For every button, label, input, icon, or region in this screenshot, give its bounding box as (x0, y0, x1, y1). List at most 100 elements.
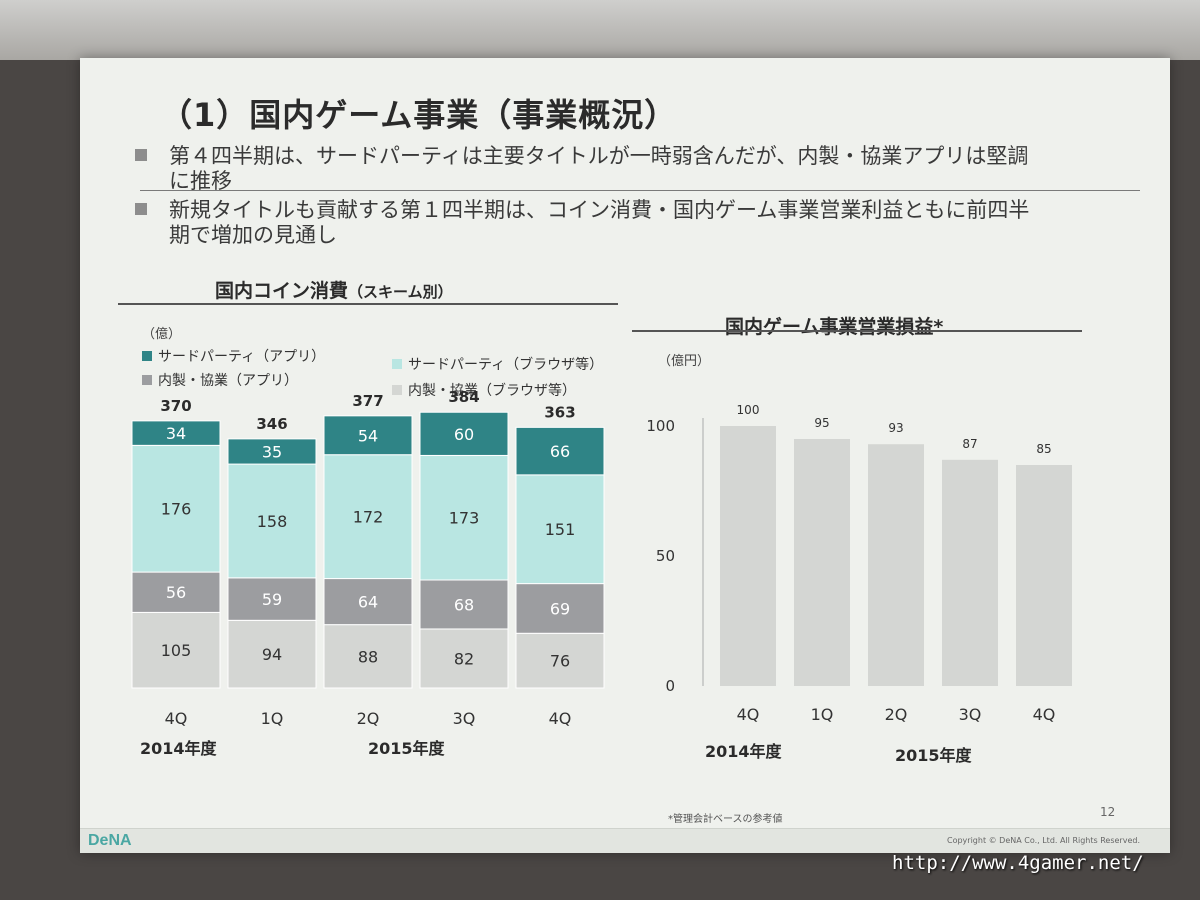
profit-bar-label: 87 (962, 437, 977, 451)
bar-segment (515, 474, 605, 585)
bar-total-label: 346 (256, 415, 287, 433)
bar-segment (419, 579, 509, 630)
dena-logo: DeNA (88, 832, 132, 849)
legend-label: 内製・協業（アプリ） (158, 373, 298, 389)
x-tick-label: 1Q (811, 705, 834, 724)
coin-year-label-2015: 2015年度 (368, 739, 445, 758)
x-tick-label: 4Q (549, 709, 572, 728)
bar-total-label: 363 (544, 403, 575, 421)
x-tick-label: 4Q (165, 709, 188, 728)
legend-item-inhouse-browser: 内製・協業（ブラウザ等） (392, 380, 576, 400)
bar-segment-label: 105 (161, 641, 192, 660)
legend-swatch (142, 351, 152, 361)
bar-segment (227, 438, 317, 465)
bar-segment (419, 454, 509, 581)
x-tick-label: 3Q (959, 705, 982, 724)
bar-segment (131, 611, 221, 689)
bar-segment (515, 426, 605, 476)
x-tick-label: 4Q (737, 705, 760, 724)
legend-label: サードパーティ（ブラウザ等） (408, 357, 604, 373)
legend-swatch (392, 359, 402, 369)
bar-segment (323, 578, 413, 626)
bullet-1: 第４四半期は、サードパーティは主要タイトルが一時弱含んだが、内製・協業アプリは堅… (135, 144, 1135, 194)
profit-chart-unit: （億円） (658, 354, 711, 369)
bar-segment-label: 76 (550, 652, 570, 671)
coin-chart-subtitle: （スキーム別） (348, 283, 453, 301)
page-number: 12 (1100, 805, 1116, 819)
operating-profit-chart: 0 50 100 100 4Q 95 1Q 93 2Q 87 3Q 85 4Q (646, 403, 1072, 724)
profit-year-label-2015: 2015年度 (895, 746, 972, 765)
legend-label: 内製・協業（ブラウザ等） (408, 383, 576, 399)
coin-chart-title: 国内コイン消費（スキーム別） (215, 276, 453, 303)
profit-chart-title: 国内ゲーム事業営業損益* (725, 316, 944, 338)
bar-segment (323, 415, 413, 456)
bar-segment-label: 54 (358, 426, 378, 445)
bar-segment (131, 444, 221, 573)
coin-chart-title-text: 国内コイン消費 (215, 280, 349, 302)
x-tick-label: 1Q (261, 709, 284, 728)
bullet-2-line1: 新規タイトルも貢献する第１四半期は、コイン消費・国内ゲーム事業営業利益ともに前四… (169, 198, 1030, 222)
legend-item-inhouse-app: 内製・協業（アプリ） (142, 370, 298, 390)
bar-segment-label: 82 (454, 649, 474, 668)
bar-segment (419, 628, 509, 689)
coin-chart-unit: （億） (142, 327, 182, 342)
bar-segment (515, 632, 605, 689)
legend-label: サードパーティ（アプリ） (158, 349, 326, 365)
x-tick-label: 2Q (357, 709, 380, 728)
bar-total-label: 370 (160, 397, 191, 415)
bar-segment (131, 420, 221, 446)
y-tick-label: 100 (646, 417, 675, 435)
bar-segment-label: 173 (449, 509, 480, 528)
bullet-square-icon (135, 203, 147, 215)
bar-segment (419, 411, 509, 456)
presentation-slide: （1）国内ゲーム事業（事業概況） 第４四半期は、サードパーティは主要タイトルが一… (80, 58, 1170, 853)
bar-segment (131, 571, 221, 613)
profit-bar (720, 426, 776, 686)
title-divider (140, 190, 1140, 191)
bullet-1-line2: に推移 (169, 169, 232, 193)
profit-bar (794, 439, 850, 686)
x-tick-label: 4Q (1033, 705, 1056, 724)
ceiling-background (0, 0, 1200, 60)
bar-segment-label: 172 (353, 508, 384, 527)
profit-year-label-2014: 2014年度 (705, 742, 782, 761)
bar-segment-label: 88 (358, 647, 378, 666)
bar-segment (323, 454, 413, 580)
bar-segment-label: 176 (161, 500, 192, 519)
x-tick-label: 3Q (453, 709, 476, 728)
legend-item-third-party-app: サードパーティ（アプリ） (142, 346, 325, 366)
slide-footer: DeNA Copyright © DeNA Co., Ltd. All Righ… (80, 828, 1170, 853)
bar-segment-label: 56 (166, 583, 186, 602)
bar-segment (227, 619, 317, 689)
y-tick-label: 50 (656, 547, 675, 565)
bullet-2-line2: 期で増加の見通し (169, 223, 337, 247)
bar-segment-label: 66 (550, 442, 570, 461)
coin-chart-rule (118, 303, 618, 305)
bullet-1-line1: 第４四半期は、サードパーティは主要タイトルが一時弱含んだが、内製・協業アプリは堅… (169, 144, 1029, 168)
bar-segment-label: 94 (262, 645, 282, 664)
legend-swatch (392, 385, 402, 395)
bar-total-label: 377 (352, 392, 383, 410)
x-tick-label: 2Q (885, 705, 908, 724)
coin-consumption-chart: 105 56 176 34 370 4Q 94 59 158 35 346 1Q 88 64 172 54 37… (131, 388, 605, 728)
profit-bar-label: 100 (737, 403, 760, 417)
footnote: *管理会計ベースの参考値 (668, 814, 783, 825)
y-tick-label: 0 (665, 677, 675, 695)
bar-segment-label: 68 (454, 595, 474, 614)
copyright-text: Copyright © DeNA Co., Ltd. All Rights Re… (947, 836, 1140, 845)
slide-title: （1）国内ゲーム事業（事業概況） (160, 96, 678, 134)
bar-segment (515, 583, 605, 634)
legend-item-third-party-browser: サードパーティ（ブラウザ等） (392, 354, 603, 374)
bar-total-label: 384 (448, 388, 479, 406)
bar-segment (227, 577, 317, 621)
bar-segment-label: 151 (545, 520, 576, 539)
site-watermark: http://www.4gamer.net/ (892, 852, 1144, 874)
profit-bar (868, 444, 924, 686)
bar-segment-label: 60 (454, 425, 474, 444)
profit-bar-label: 95 (814, 416, 829, 430)
bar-segment-label: 35 (262, 442, 282, 461)
profit-bar-label: 93 (888, 421, 903, 435)
bullet-square-icon (135, 149, 147, 161)
profit-bar-label: 85 (1036, 442, 1051, 456)
bar-segment-label: 69 (550, 599, 570, 618)
